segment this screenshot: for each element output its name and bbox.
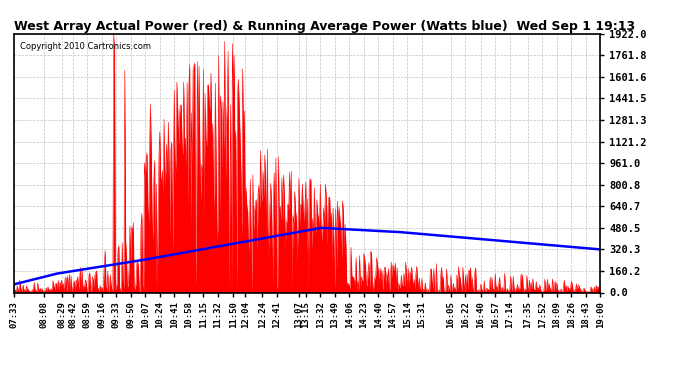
Text: Copyright 2010 Cartronics.com: Copyright 2010 Cartronics.com bbox=[19, 42, 150, 51]
Text: West Array Actual Power (red) & Running Average Power (Watts blue)  Wed Sep 1 19: West Array Actual Power (red) & Running … bbox=[14, 20, 635, 33]
